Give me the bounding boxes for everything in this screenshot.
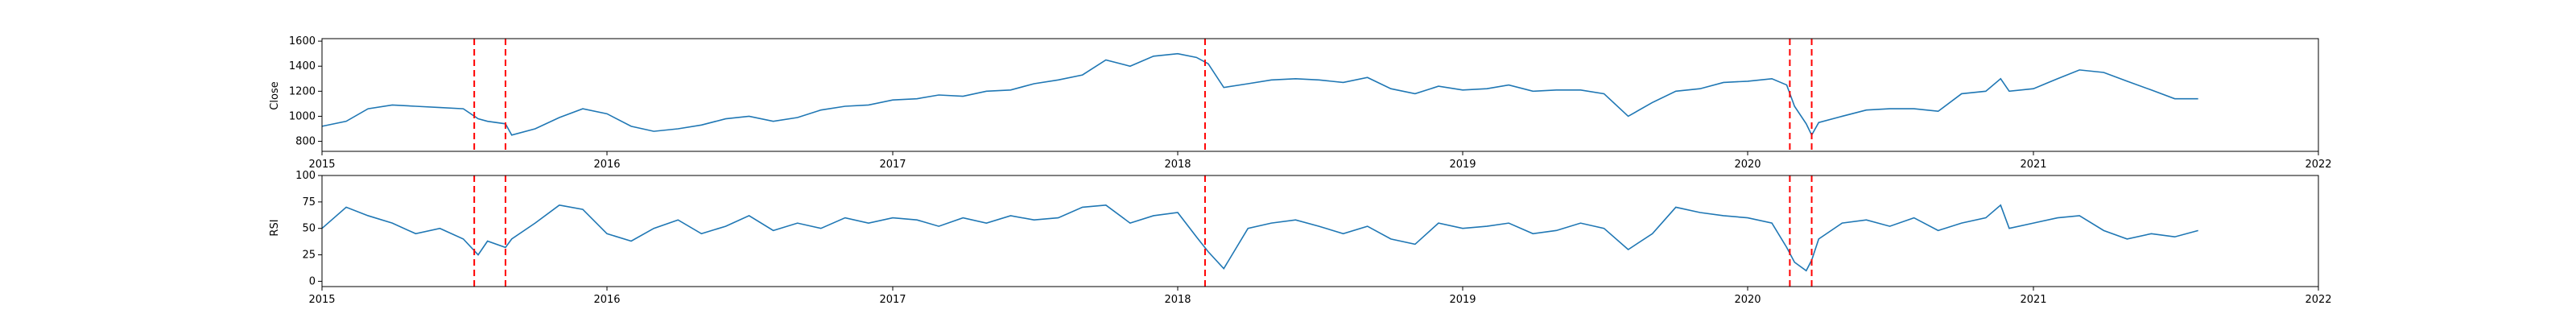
rsi-xtick-label: 2021 — [2020, 294, 2046, 306]
close-ytick-label: 1200 — [289, 85, 316, 97]
close-price-panel: Close 800 1000 1200 1400 1600 2015 2016 2017 201… — [269, 35, 2332, 171]
close-ytick-label: 800 — [295, 136, 316, 148]
close-xtick-label: 2018 — [1164, 159, 1191, 171]
close-xtick-label: 2019 — [1449, 159, 1476, 171]
close-xtick-label: 2017 — [879, 159, 906, 171]
close-axis-label: Close — [269, 81, 281, 109]
close-xtick-label: 2015 — [308, 159, 335, 171]
close-xtick-label: 2021 — [2020, 159, 2046, 171]
rsi-xtick-label: 2017 — [879, 294, 906, 306]
close-plot-frame — [321, 38, 2319, 152]
rsi-series-line — [321, 204, 2198, 272]
close-series-line — [321, 52, 2198, 137]
rsi-axis-label: RSI — [269, 219, 281, 236]
rsi-panel: RSI 0 25 50 75 100 2015 2016 2017 2018 2019 2020 20… — [269, 170, 2332, 306]
close-ytick-label: 1600 — [289, 35, 316, 47]
close-ytick-label: 1000 — [289, 110, 316, 122]
rsi-xtick-label: 2022 — [2305, 294, 2331, 306]
rsi-ytick-label: 75 — [302, 196, 316, 208]
rsi-xtick-label: 2015 — [308, 294, 335, 306]
rsi-xtick-label: 2019 — [1449, 294, 1476, 306]
close-xtick-label: 2020 — [1734, 159, 1761, 171]
close-xtick-label: 2022 — [2305, 159, 2331, 171]
close-ytick-label: 1400 — [289, 60, 316, 72]
rsi-ytick-label: 100 — [295, 170, 316, 182]
rsi-ytick-label: 50 — [302, 223, 316, 235]
rsi-plot-frame — [321, 175, 2319, 287]
rsi-xtick-label: 2018 — [1164, 294, 1191, 306]
rsi-ytick-label: 25 — [302, 250, 316, 262]
close-xtick-label: 2016 — [593, 159, 620, 171]
rsi-xtick-label: 2020 — [1734, 294, 1761, 306]
rsi-xtick-label: 2016 — [593, 294, 620, 306]
rsi-ytick-label: 0 — [309, 275, 316, 287]
